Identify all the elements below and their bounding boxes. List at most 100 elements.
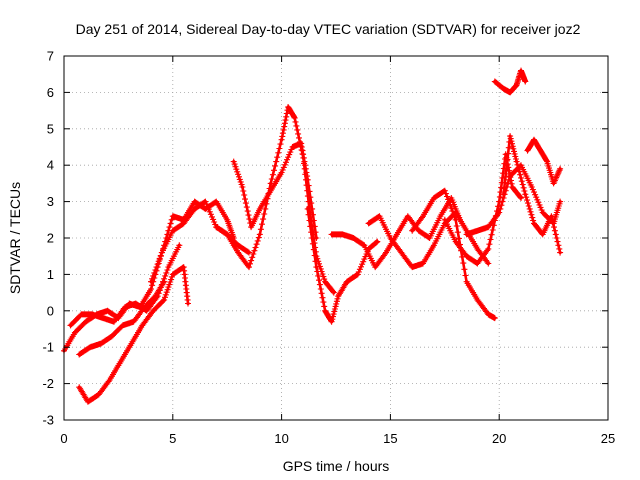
data-point bbox=[77, 352, 81, 357]
data-point bbox=[356, 272, 360, 276]
data-point bbox=[377, 214, 382, 218]
data-point bbox=[101, 316, 105, 320]
y-tick-label: 5 bbox=[47, 121, 54, 136]
data-point bbox=[464, 254, 469, 258]
data-point bbox=[299, 141, 303, 145]
y-axis-label: SDTVAR / TECUs bbox=[7, 182, 23, 294]
data-point bbox=[177, 243, 181, 247]
data-point bbox=[332, 291, 336, 295]
data-point bbox=[345, 280, 349, 284]
data-point bbox=[110, 334, 114, 338]
data-point bbox=[84, 320, 88, 324]
data-point bbox=[240, 185, 245, 189]
y-tick-label: 6 bbox=[47, 85, 54, 100]
data-point bbox=[475, 229, 480, 233]
series-track-1 bbox=[61, 198, 237, 354]
data-point bbox=[449, 196, 453, 200]
y-tick-label: -1 bbox=[42, 340, 54, 355]
data-point bbox=[132, 320, 136, 324]
x-tick-label: 0 bbox=[60, 431, 67, 446]
data-point bbox=[293, 116, 297, 120]
data-point bbox=[375, 240, 379, 244]
data-point bbox=[532, 138, 536, 142]
data-point bbox=[121, 323, 125, 327]
data-point bbox=[214, 225, 218, 229]
data-point bbox=[384, 250, 388, 255]
data-point bbox=[475, 298, 480, 302]
series-track-11 bbox=[409, 187, 498, 322]
x-tick-label: 25 bbox=[601, 431, 615, 446]
data-point bbox=[501, 192, 506, 196]
data-point bbox=[464, 232, 469, 236]
series-track-8 bbox=[304, 205, 381, 325]
data-point bbox=[214, 200, 218, 204]
data-point bbox=[105, 309, 110, 313]
data-point bbox=[421, 214, 425, 218]
data-point bbox=[558, 167, 562, 171]
data-point bbox=[90, 312, 94, 317]
data-point bbox=[112, 320, 116, 324]
data-point bbox=[79, 312, 84, 317]
series-track-3 bbox=[76, 278, 168, 358]
x-tick-label: 20 bbox=[492, 431, 506, 446]
series-track-9 bbox=[328, 195, 463, 271]
data-point bbox=[140, 323, 144, 327]
data-point bbox=[421, 261, 425, 266]
data-point bbox=[454, 218, 458, 222]
data-point bbox=[410, 265, 414, 269]
chart-title: Day 251 of 2014, Sidereal Day-to-day VTE… bbox=[76, 21, 581, 37]
data-point bbox=[541, 210, 545, 215]
data-point bbox=[269, 189, 273, 193]
data-point bbox=[77, 385, 81, 389]
series-plus-markers bbox=[524, 136, 564, 187]
y-tick-label: 1 bbox=[47, 267, 54, 282]
data-point bbox=[99, 341, 103, 346]
data-point bbox=[486, 312, 490, 317]
data-point bbox=[432, 196, 436, 200]
data-point bbox=[406, 214, 410, 218]
series-track-2 bbox=[67, 242, 183, 329]
data-point bbox=[323, 309, 327, 313]
data-point bbox=[153, 294, 157, 298]
data-point bbox=[336, 294, 340, 298]
data-point bbox=[388, 236, 392, 240]
data-point bbox=[182, 265, 186, 269]
data-point bbox=[399, 250, 403, 255]
data-point bbox=[497, 200, 501, 204]
data-point bbox=[142, 305, 147, 309]
y-tick-label: -2 bbox=[42, 376, 54, 391]
data-point bbox=[493, 316, 497, 320]
data-point bbox=[171, 214, 175, 218]
data-point bbox=[508, 90, 512, 94]
data-point bbox=[486, 247, 490, 251]
y-tick-label: -3 bbox=[42, 413, 54, 428]
data-point bbox=[552, 181, 556, 185]
data-point bbox=[486, 225, 490, 229]
data-point bbox=[427, 236, 432, 240]
data-point bbox=[97, 392, 101, 397]
series-plus-markers bbox=[61, 198, 237, 354]
data-point bbox=[530, 185, 534, 189]
x-tick-label: 10 bbox=[274, 431, 288, 446]
series-track-16 bbox=[500, 133, 564, 256]
data-point bbox=[171, 272, 175, 276]
data-point bbox=[443, 218, 447, 222]
data-point bbox=[149, 287, 153, 291]
data-point bbox=[258, 207, 262, 211]
x-axis-label: GPS time / hours bbox=[283, 458, 390, 474]
data-point bbox=[323, 280, 327, 284]
data-point bbox=[367, 221, 371, 226]
y-tick-labels: -3 -2 -1 0 1 2 3 4 5 6 7 bbox=[42, 49, 54, 428]
data-point bbox=[182, 221, 186, 226]
data-point bbox=[86, 400, 90, 404]
data-point bbox=[232, 159, 236, 164]
data-point bbox=[510, 185, 514, 189]
data-point bbox=[464, 280, 469, 284]
data-point bbox=[280, 170, 284, 175]
y-tick-label: 2 bbox=[47, 231, 54, 246]
data-point bbox=[417, 229, 421, 233]
data-point bbox=[519, 68, 523, 73]
series-plus-markers bbox=[67, 242, 183, 329]
data-point bbox=[225, 218, 229, 222]
